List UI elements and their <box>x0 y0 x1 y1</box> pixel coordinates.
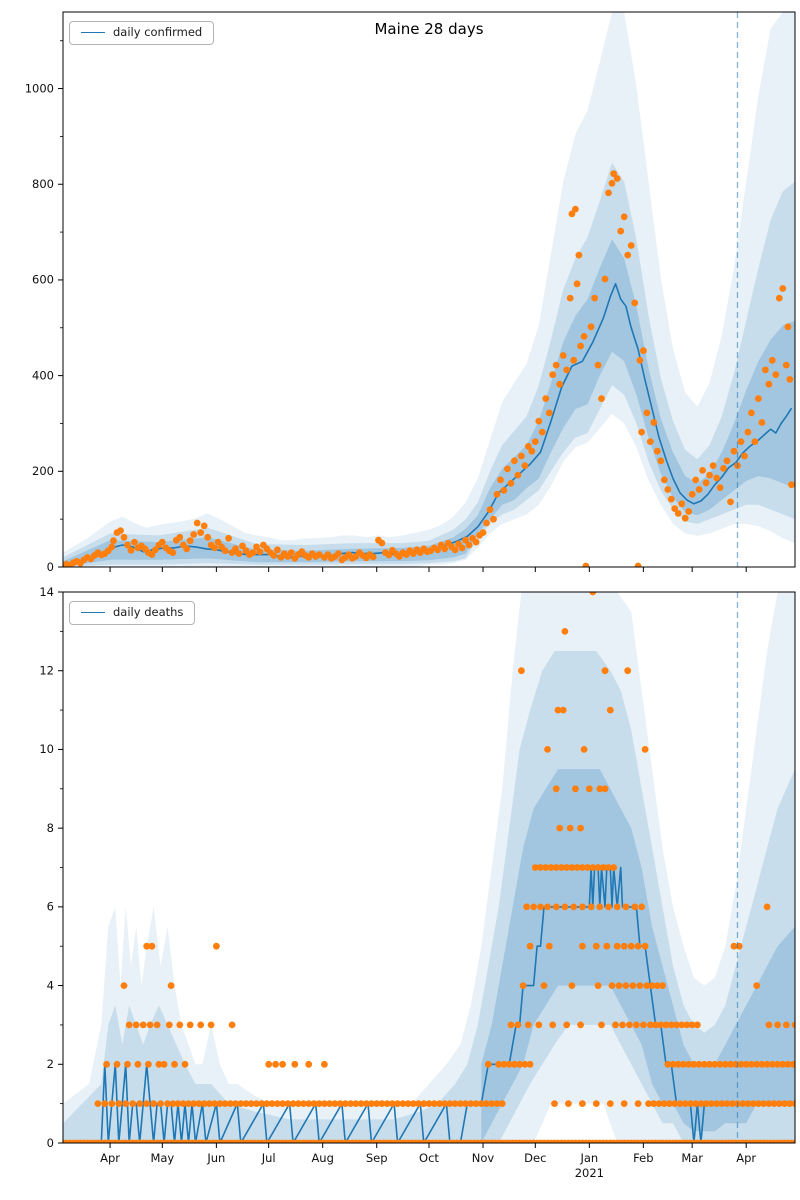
confirmed-y-tick-label: 800 <box>32 177 54 191</box>
x-tick-label: Dec <box>524 1151 546 1165</box>
deaths-y-tick-label: 8 <box>47 821 54 835</box>
deaths-y-tick-label: 14 <box>39 585 54 599</box>
legend-daily-deaths: daily deaths <box>69 601 196 625</box>
legend-label-confirmed: daily confirmed <box>113 25 203 39</box>
deaths-uncertainty-band-1 <box>63 651 795 1143</box>
x-tick-label: Apr <box>736 1151 756 1165</box>
deaths-y-tick-label: 0 <box>47 1136 54 1150</box>
deaths-uncertainty-band-0 <box>63 592 795 1143</box>
x-tick-label: Oct <box>419 1151 439 1165</box>
x-tick-label: Apr <box>100 1151 120 1165</box>
x-tick-label: Jul <box>261 1151 276 1165</box>
deaths-line <box>63 866 794 1143</box>
legend-label-deaths: daily deaths <box>113 605 184 619</box>
confirmed-uncertainty-band-0 <box>63 12 795 567</box>
confirmed-uncertainty-band-1 <box>63 162 795 567</box>
deaths-y-tick-label: 6 <box>47 900 54 914</box>
deaths-y-tick-label: 4 <box>47 978 54 992</box>
chart-title: Maine 28 days <box>374 20 484 38</box>
x-tick-label: Jan <box>579 1151 598 1165</box>
confirmed-y-tick-label: 200 <box>32 464 54 478</box>
legend-line-sample-confirmed <box>81 32 105 34</box>
confirmed-y-tick-label: 0 <box>47 560 54 574</box>
confirmed-y-tick-label: 600 <box>32 273 54 287</box>
confirmed-scatter-points <box>63 170 795 567</box>
confirmed-y-tick-label: 400 <box>32 368 54 382</box>
deaths-y-tick-label: 2 <box>47 1057 54 1071</box>
deaths-y-tick-label: 12 <box>39 664 54 678</box>
confirmed-plot: 0 200 400 600 800 1000 <box>25 11 796 574</box>
legend-line-sample-deaths <box>81 612 105 614</box>
confirmed-y-tick-label: 1000 <box>25 81 54 95</box>
confirmed-uncertainty-band-2 <box>63 239 795 567</box>
deaths-plot: 0 2 4 6 8 10 12 14 Apr May Jun Jul Aug Sep Oct Nov Dec Ja… <box>39 585 796 1180</box>
x-tick-label: Sep <box>366 1151 388 1165</box>
deaths-y-tick-label: 10 <box>39 742 54 756</box>
legend-daily-confirmed: daily confirmed <box>69 21 215 45</box>
x-tick-label: Nov <box>472 1151 495 1165</box>
x-tick-label: Aug <box>311 1151 333 1165</box>
x-axis-year-label: 2021 <box>575 1166 604 1180</box>
x-tick-label: Jun <box>206 1151 225 1165</box>
deaths-uncertainty-band-2 <box>481 769 795 1143</box>
x-tick-label: Mar <box>681 1151 703 1165</box>
x-tick-label: May <box>150 1151 174 1165</box>
deaths-scatter-points <box>63 592 795 1143</box>
x-tick-label: Feb <box>633 1151 653 1165</box>
